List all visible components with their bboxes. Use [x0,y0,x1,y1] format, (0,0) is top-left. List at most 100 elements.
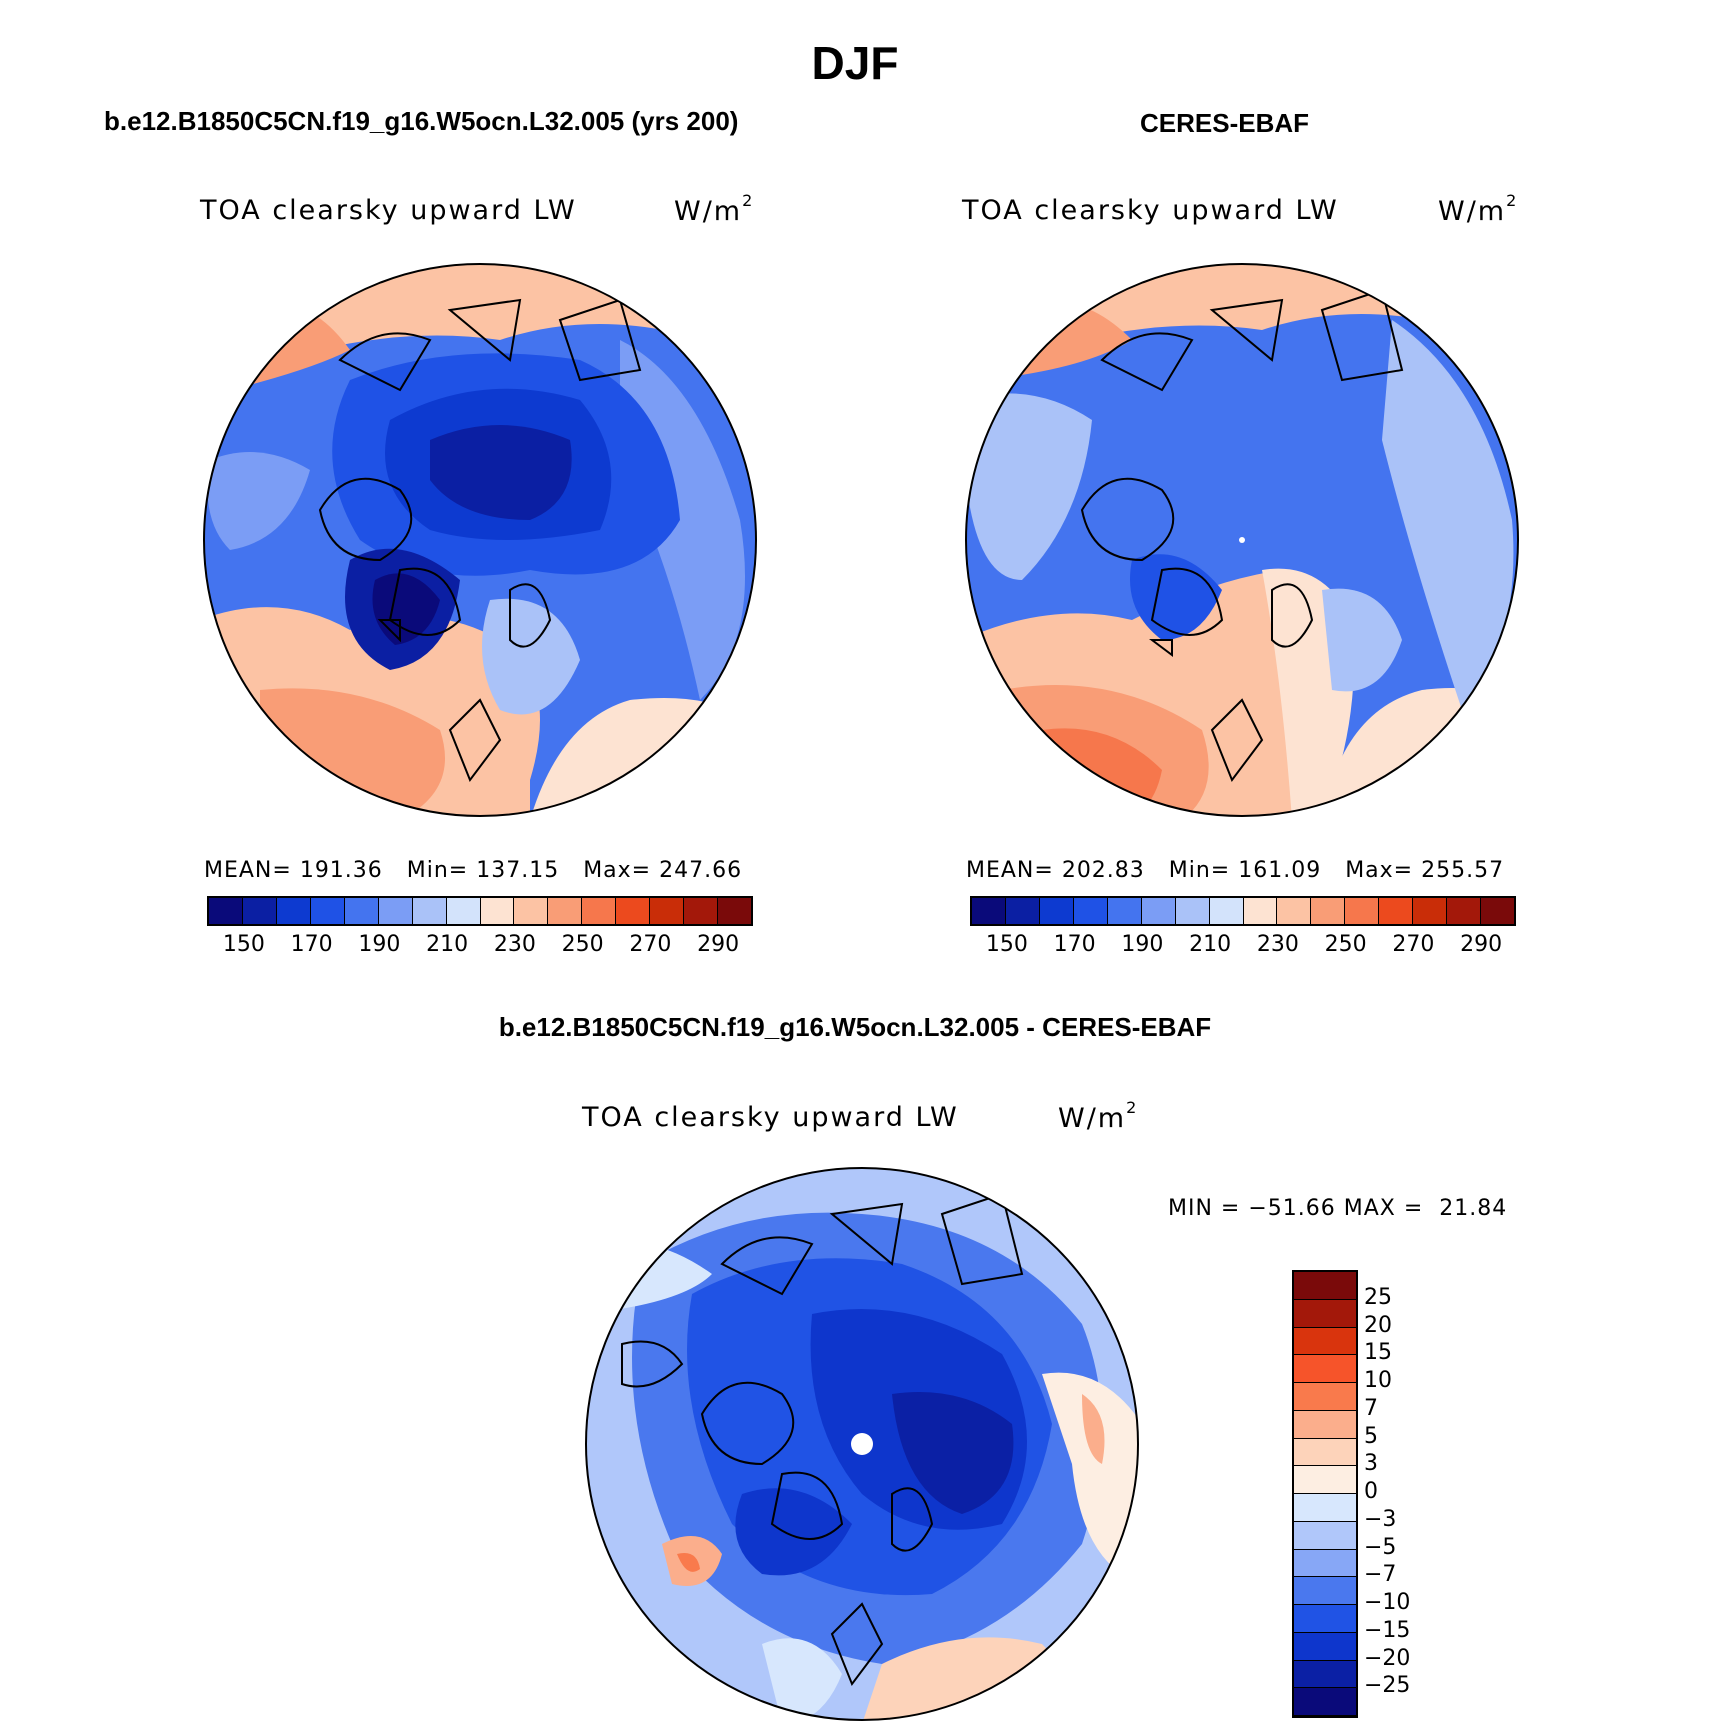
model-colorbar-bin [276,898,311,924]
obs-colorbar-bin [1345,898,1380,924]
diff-colorbar-tick-label: 25 [1364,1284,1392,1310]
model-colorbar-bin [718,898,751,924]
model-polar-map [203,263,757,817]
diff-colorbar-bin [1294,1660,1356,1689]
model-colorbar-bin [582,898,617,924]
model-colorbar-tick-label: 170 [290,932,333,957]
diff-polar-map [585,1167,1139,1721]
diff-colorbar-tick-label: 7 [1364,1395,1378,1421]
obs-colorbar-tick-label: 290 [1460,932,1503,957]
model-colorbar-tick-label: 190 [358,932,401,957]
model-colorbar [207,896,753,926]
diff-colorbar-bin [1294,1355,1356,1383]
obs-colorbar-tick-label: 210 [1189,932,1232,957]
model-colorbar-bin [242,898,277,924]
diff-colorbar-bin [1294,1605,1356,1633]
obs-colorbar-bin [1413,898,1448,924]
obs-colorbar-bin [1005,898,1040,924]
model-colorbar-tick-label: 270 [629,932,672,957]
obs-colorbar-tick-label: 270 [1392,932,1435,957]
model-colorbar-bin [344,898,379,924]
obs-colorbar [970,896,1516,926]
diff-panel-title: b.e12.B1850C5CN.f19_g16.W5ocn.L32.005 - … [498,1012,1212,1042]
diff-units-label: W/m2 [1058,1098,1139,1134]
obs-colorbar-bin [1073,898,1108,924]
diff-variable-label: TOA clearsky upward LW [582,1102,959,1133]
diff-colorbar-tick-label: −7 [1364,1562,1397,1588]
model-colorbar-tick-label: 210 [426,932,469,957]
obs-colorbar-tick-label: 190 [1121,932,1164,957]
obs-colorbar-bin [1277,898,1312,924]
model-colorbar-bin [548,898,583,924]
diff-colorbar [1292,1270,1358,1718]
obs-colorbar-bin [1481,898,1514,924]
model-colorbar-bin [378,898,413,924]
model-colorbar-tick-label: 150 [222,932,265,957]
model-colorbar-bin [480,898,515,924]
model-colorbar-bin [650,898,685,924]
diff-colorbar-tick-label: −20 [1364,1645,1411,1671]
diff-colorbar-tick-label: 0 [1364,1479,1378,1504]
model-units-label: W/m2 [674,191,755,227]
model-colorbar-bin [684,898,719,924]
diff-colorbar-bin [1294,1549,1356,1578]
obs-colorbar-bin [1243,898,1278,924]
diff-colorbar-bin [1294,1299,1356,1328]
diff-colorbar-bin [1294,1521,1356,1550]
obs-variable-label: TOA clearsky upward LW [962,195,1339,226]
diff-colorbar-tick-label: −10 [1364,1590,1411,1615]
obs-colorbar-tick-label: 230 [1256,932,1299,957]
obs-colorbar-bin [1141,898,1176,924]
obs-colorbar-bin [1039,898,1074,924]
obs-panel-title: CERES-EBAF [1140,108,1310,138]
model-colorbar-bin [616,898,651,924]
obs-colorbar-bin [1209,898,1244,924]
diff-colorbar-bin [1294,1272,1356,1300]
obs-colorbar-bin [1447,898,1482,924]
model-colorbar-tick-label: 230 [493,932,536,957]
diff-colorbar-tick-label: −15 [1364,1617,1411,1643]
model-colorbar-ticks: 150 170 190 210 230 250 270 290 [207,932,749,960]
obs-units-label: W/m2 [1438,191,1519,227]
diff-colorbar-bin [1294,1494,1356,1522]
obs-colorbar-bin [1175,898,1210,924]
obs-colorbar-bin [1379,898,1414,924]
diff-colorbar-tick-label: −3 [1364,1506,1397,1532]
obs-stats: MEAN= 202.83 Min= 161.09 Max= 255.57 [966,858,1505,883]
model-colorbar-bin [209,898,243,924]
diff-colorbar-ticks: 25 20 15 10 7 5 3 0 −3 −5 −7 −10 −15 −20 −25 [1364,1270,1444,1714]
obs-colorbar-tick-label: 170 [1053,932,1096,957]
diff-colorbar-tick-label: 15 [1364,1340,1392,1366]
obs-polar-map [965,263,1519,817]
model-colorbar-bin [446,898,481,924]
model-colorbar-bin [310,898,345,924]
obs-colorbar-bin [1107,898,1142,924]
diff-colorbar-bin [1294,1632,1356,1661]
diff-colorbar-tick-label: 3 [1364,1451,1378,1477]
diff-colorbar-bin [1294,1410,1356,1439]
diff-colorbar-bin [1294,1466,1356,1494]
model-stats: MEAN= 191.36 Min= 137.15 Max= 247.66 [204,858,743,883]
obs-colorbar-bin [972,898,1006,924]
diff-colorbar-bin [1294,1383,1356,1411]
obs-colorbar-tick-label: 250 [1324,932,1367,957]
diff-colorbar-bin [1294,1438,1356,1467]
diff-colorbar-bin [1294,1577,1356,1605]
model-colorbar-bin [514,898,549,924]
diff-colorbar-tick-label: −25 [1364,1673,1411,1699]
obs-colorbar-tick-label: 150 [985,932,1028,957]
diff-colorbar-bin [1294,1327,1356,1356]
obs-colorbar-bin [1311,898,1346,924]
main-title: DJF [811,37,899,89]
model-colorbar-bin [412,898,447,924]
obs-colorbar-ticks: 150 170 190 210 230 250 270 290 [970,932,1512,960]
model-colorbar-tick-label: 250 [561,932,604,957]
model-variable-label: TOA clearsky upward LW [200,195,577,226]
diff-colorbar-tick-label: −5 [1364,1534,1397,1560]
diff-colorbar-tick-label: 5 [1364,1423,1378,1449]
diff-colorbar-tick-label: 10 [1364,1368,1392,1393]
model-panel-title: b.e12.B1850C5CN.f19_g16.W5ocn.L32.005 (y… [104,106,739,136]
diff-colorbar-bin [1294,1688,1356,1716]
diff-colorbar-tick-label: 20 [1364,1312,1392,1338]
model-colorbar-tick-label: 290 [697,932,740,957]
